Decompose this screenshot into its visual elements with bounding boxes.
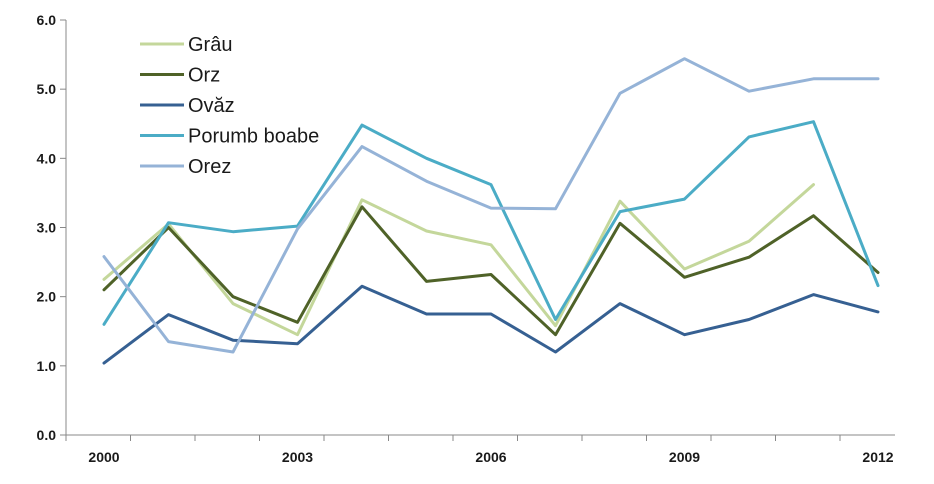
legend-label: Grâu [188, 34, 232, 56]
x-tick-label: 2000 [88, 449, 119, 465]
x-tick-label: 2012 [862, 449, 893, 465]
legend-label: Orz [188, 65, 220, 87]
y-tick-label: 6.0 [37, 12, 57, 28]
y-tick-label: 1.0 [37, 358, 57, 374]
legend-label: Ovăz [188, 95, 235, 117]
series-line-4 [102, 57, 880, 354]
y-tick-label: 2.0 [37, 289, 57, 305]
series-line-2 [102, 284, 880, 365]
series-line-3 [102, 120, 880, 326]
legend-label: Orez [188, 156, 231, 178]
y-tick-label: 3.0 [37, 220, 57, 236]
series-line-0 [102, 183, 815, 337]
y-tick-label: 5.0 [37, 81, 57, 97]
x-tick-label: 2009 [669, 449, 700, 465]
x-tick-label: 2003 [282, 449, 313, 465]
series-layer [102, 57, 880, 365]
axes: 0.0 1.0 2.0 3.0 4.0 5.0 6.0 2000 2003 2006 2009 201… [37, 12, 895, 465]
legend: Grâu Orz Ovăz Porumb boabe Orez [140, 34, 319, 178]
legend-label: Porumb boabe [188, 126, 319, 148]
y-tick-label: 4.0 [37, 150, 57, 166]
x-tick-label: 2006 [475, 449, 506, 465]
series-line-1 [102, 205, 880, 337]
y-tick-label: 0.0 [37, 427, 57, 443]
